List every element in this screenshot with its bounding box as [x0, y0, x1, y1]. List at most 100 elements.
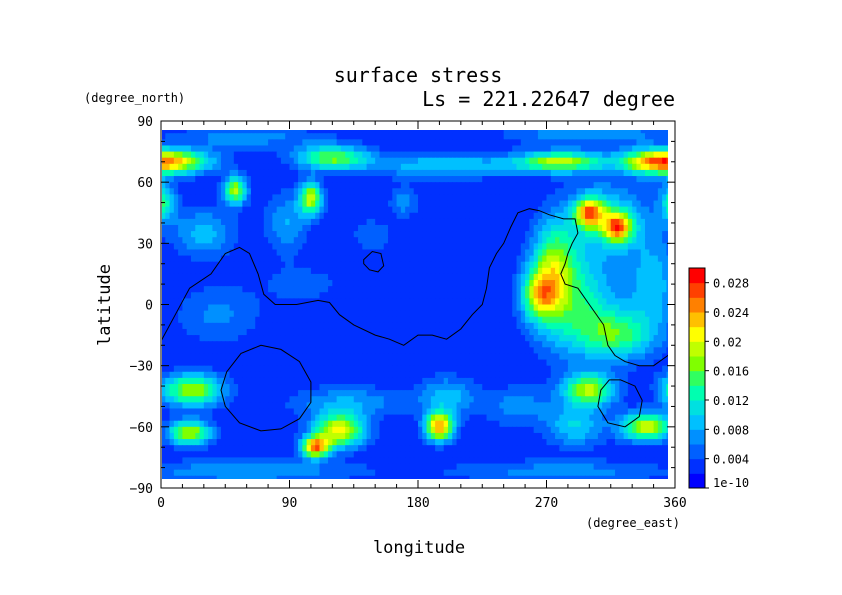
heatmap-cell: [593, 316, 599, 324]
heatmap-cell: [507, 133, 513, 140]
heatmap-cell: [255, 267, 261, 275]
heatmap-cell: [165, 200, 171, 208]
heatmap-cell: [602, 231, 608, 238]
heatmap-cell: [636, 353, 642, 361]
heatmap-cell: [319, 286, 325, 293]
heatmap-cell: [182, 280, 188, 287]
heatmap-cell: [405, 163, 411, 171]
heatmap-cell: [216, 359, 222, 367]
heatmap-cell: [666, 255, 668, 263]
heatmap-cell: [645, 133, 650, 140]
heatmap-cell: [615, 133, 620, 140]
heatmap-cell: [246, 237, 252, 244]
heatmap-cell: [567, 145, 573, 153]
heatmap-cell: [229, 157, 235, 165]
heatmap-cell: [619, 130, 625, 134]
heatmap-cell: [370, 176, 376, 183]
heatmap-cell: [220, 182, 226, 189]
heatmap-cell: [503, 231, 509, 238]
heatmap-cell: [199, 139, 205, 147]
heatmap-cell: [477, 237, 483, 244]
heatmap-cell: [323, 212, 329, 220]
heatmap-cell: [409, 151, 415, 159]
heatmap-cell: [162, 310, 166, 318]
heatmap-cell: [225, 200, 231, 208]
heatmap-cell: [178, 133, 184, 140]
heatmap-cell: [615, 261, 620, 269]
heatmap-cell: [559, 341, 565, 348]
heatmap-cell: [507, 328, 513, 336]
heatmap-cell: [486, 237, 492, 244]
heatmap-cell: [486, 335, 492, 342]
heatmap-cell: [383, 328, 389, 336]
heatmap-cell: [195, 273, 201, 281]
heatmap-cell: [649, 139, 655, 147]
heatmap-cell: [516, 341, 522, 348]
heatmap-cell: [375, 341, 381, 348]
heatmap-cell: [529, 322, 535, 330]
heatmap-cell: [563, 316, 569, 324]
heatmap-cell: [396, 316, 402, 324]
heatmap-cell: [662, 304, 668, 312]
heatmap-cell: [190, 261, 196, 269]
heatmap-cell: [430, 316, 436, 324]
heatmap-cell: [619, 255, 625, 263]
heatmap-cell: [632, 316, 638, 324]
heatmap-cell: [353, 249, 359, 257]
heatmap-cell: [238, 267, 243, 275]
heatmap-cell: [366, 157, 372, 165]
heatmap-cell: [606, 267, 612, 275]
heatmap-cell: [657, 200, 663, 208]
heatmap-cell: [473, 231, 479, 238]
heatmap-cell: [447, 194, 453, 202]
heatmap-cell: [447, 188, 453, 195]
heatmap-cell: [447, 145, 453, 153]
heatmap-cell: [345, 182, 351, 189]
heatmap-cell: [238, 231, 243, 238]
heatmap-cell: [400, 261, 406, 269]
heatmap-cell: [280, 261, 286, 269]
heatmap-cell: [623, 200, 629, 208]
heatmap-cell: [469, 316, 475, 324]
heatmap-cell: [186, 298, 192, 306]
heatmap-cell: [173, 224, 179, 232]
heatmap-cell: [443, 157, 449, 165]
heatmap-cell: [426, 169, 432, 177]
heatmap-cell: [636, 249, 642, 257]
heatmap-cell: [645, 237, 650, 244]
heatmap-cell: [345, 292, 351, 299]
heatmap-cell: [640, 157, 646, 165]
heatmap-cell: [546, 157, 552, 165]
heatmap-cell: [289, 133, 295, 140]
heatmap-cell: [657, 335, 663, 342]
heatmap-cell: [469, 280, 475, 287]
heatmap-cell: [345, 353, 351, 361]
heatmap-cell: [426, 286, 432, 293]
heatmap-cell: [619, 139, 625, 147]
heatmap-cell: [495, 237, 500, 244]
heatmap-cell: [383, 218, 389, 226]
heatmap-cell: [486, 130, 492, 134]
heatmap-cell: [486, 224, 492, 232]
heatmap-cell: [533, 237, 539, 244]
heatmap-cell: [572, 206, 578, 214]
heatmap-cell: [212, 130, 218, 134]
heatmap-cell: [293, 139, 299, 147]
heatmap-cell: [597, 130, 603, 134]
heatmap-cell: [572, 310, 578, 318]
heatmap-cell: [259, 280, 265, 287]
heatmap-cell: [233, 322, 239, 330]
heatmap-cell: [229, 151, 235, 159]
heatmap-cell: [186, 163, 192, 171]
heatmap-cell: [477, 365, 483, 373]
heatmap-cell: [289, 267, 295, 275]
heatmap-cell: [289, 304, 295, 312]
heatmap-cell: [195, 292, 201, 299]
heatmap-cell: [645, 261, 650, 269]
heatmap-cell: [405, 237, 411, 244]
heatmap-cell: [422, 212, 428, 220]
heatmap-cell: [490, 237, 496, 244]
heatmap-cell: [537, 194, 543, 202]
heatmap-cell: [340, 243, 346, 251]
heatmap-cell: [542, 163, 548, 171]
